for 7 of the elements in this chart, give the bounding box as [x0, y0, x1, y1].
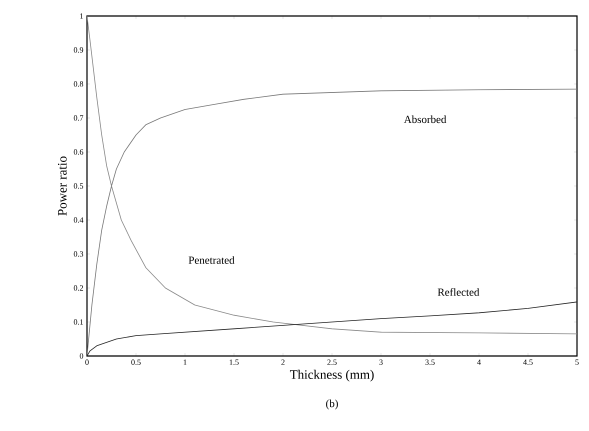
- text: (b): [326, 400, 338, 410]
- line-series: [87, 16, 578, 334]
- text: Penetrated: [188, 256, 234, 264]
- y-axis-title: Power ratio: [58, 156, 67, 216]
- series-label: Reflected: [438, 288, 480, 296]
- x-axis-title: Thickness (mm): [290, 370, 374, 382]
- text: Absorbed: [404, 115, 446, 124]
